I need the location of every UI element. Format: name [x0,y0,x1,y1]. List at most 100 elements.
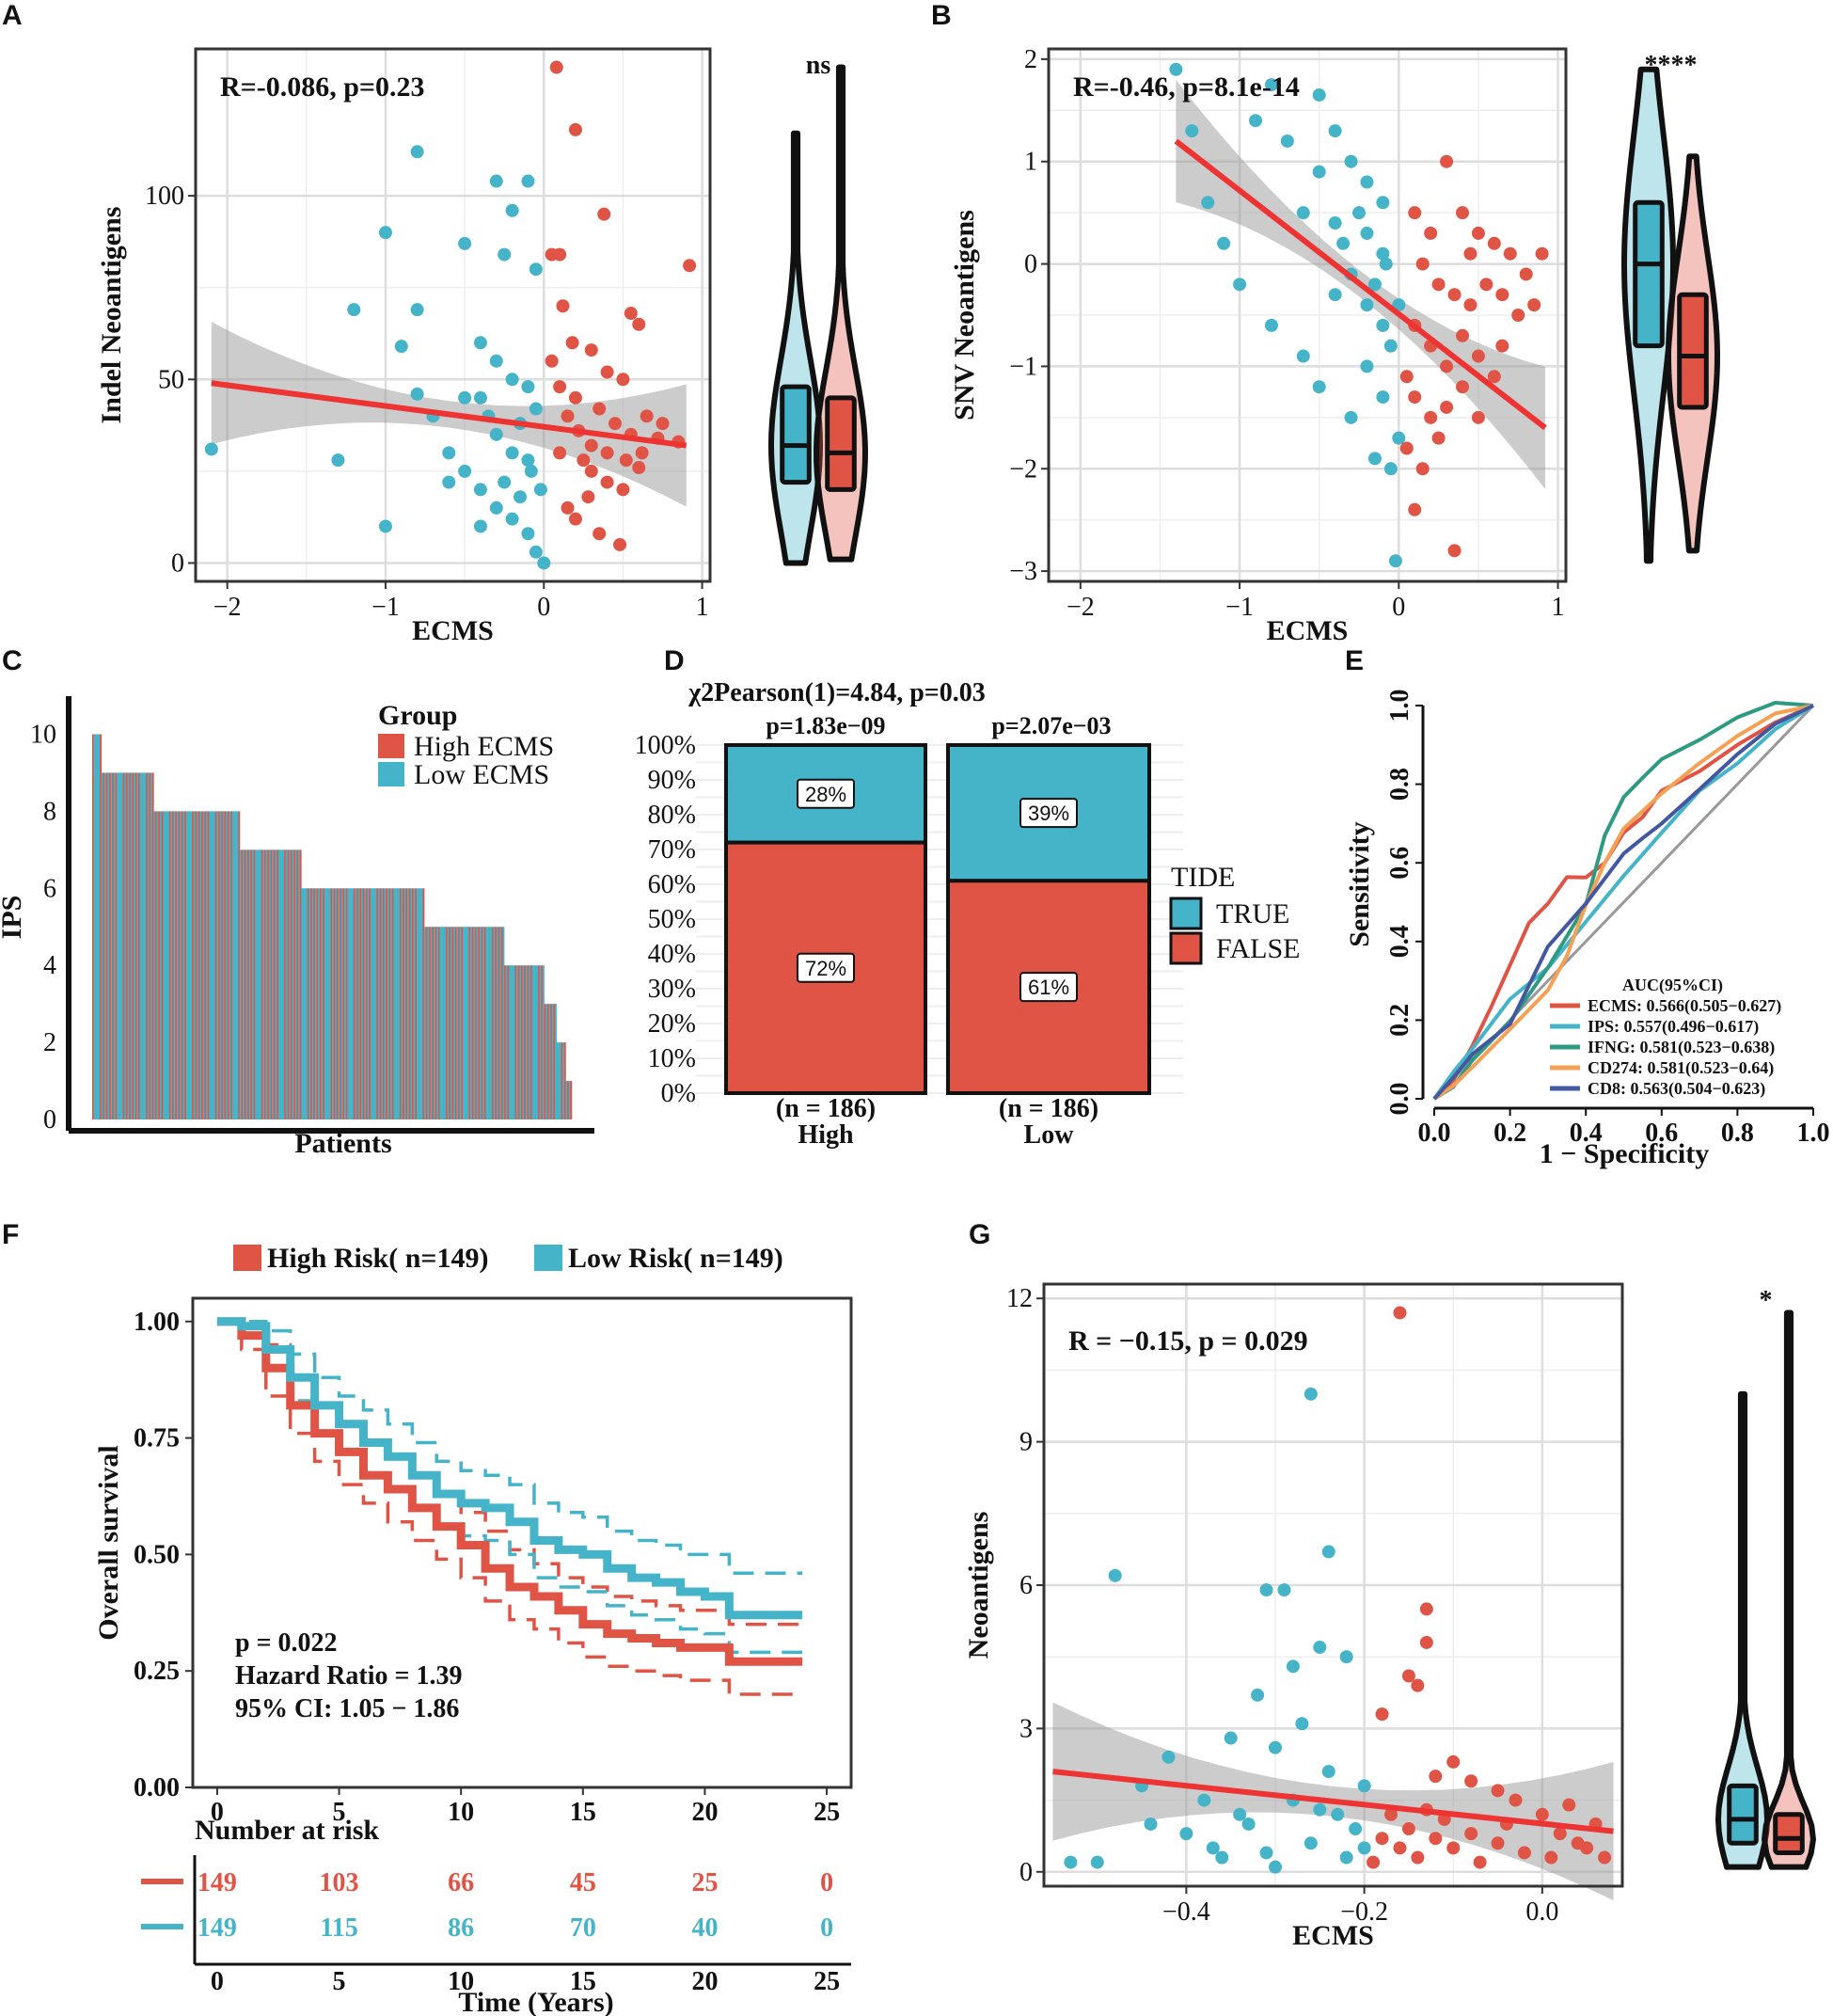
low-ecms-point [1312,87,1326,102]
y-tick-label: 0.50 [134,1540,180,1569]
patient-bar [430,927,433,1119]
low-ecms-point [1367,278,1382,292]
patient-bar [424,927,427,1119]
patient-bar [210,811,213,1119]
x-tick-label: 20 [691,1798,718,1827]
patient-bar [416,888,419,1119]
patient-bar [250,849,253,1119]
high-ecms-point [581,490,595,504]
patient-bar [398,888,401,1119]
patient-bar [371,888,374,1119]
high-ecms-point [1446,1754,1461,1769]
patient-bar [561,1042,563,1119]
patient-bar [364,888,367,1119]
patient-bar [193,811,196,1119]
regression-line [1174,138,1547,431]
y-tick-label: 4 [43,951,56,980]
high-ecms-point [1464,1774,1478,1788]
y-tick-label: 0.75 [134,1424,180,1453]
patient-bar [321,888,324,1119]
patient-bar [294,849,297,1119]
low-ecms-point [505,373,519,387]
legend-label-high: High Risk( n=149) [267,1243,488,1274]
regression-line [1052,1769,1614,1834]
patient-bar [410,888,413,1119]
y-tick-label: 9 [1019,1428,1033,1457]
high-ecms-point [616,483,630,497]
high-ecms-box [825,395,857,492]
patient-bar [553,1004,556,1119]
patient-bar [275,849,277,1119]
risk-count-high: 25 [691,1868,718,1897]
risk-count-low: 70 [570,1913,596,1943]
high-ecms-point [1429,1832,1443,1846]
low-ecms-point [1185,124,1199,138]
x-axis-title: Time (Years) [458,1987,613,2016]
low-ecms-point [331,453,345,468]
patient-bar [149,772,151,1119]
patient-bar [175,811,178,1119]
correlation-annotation: R=-0.46, p=8.1e-14 [1073,71,1300,103]
patient-bar [107,772,110,1119]
legend-title: Group [378,700,457,731]
patient-bar [369,888,371,1119]
patient-bar [262,849,265,1119]
patient-bar [350,888,353,1119]
category-label: High [798,1120,854,1150]
low-ecms-point [529,545,543,559]
roc-curve [1432,704,1814,1101]
x-axis-title: ECMS [412,615,494,646]
high-ecms-point [553,247,567,262]
x-tick-label: 1 [696,593,709,622]
patient-bar [527,965,529,1119]
patient-bar [492,927,494,1119]
patient-bar [425,927,428,1119]
patient-bar [340,888,343,1119]
patient-bar [205,811,208,1119]
panel-b-snv-neoantigens: −2 −1 0 1 −3 −2 −1 0 1 2 ECMS SNV Neoantigens R=-0.4… [949,45,1720,646]
high-ecms-point [1440,359,1454,373]
patient-bar [386,888,388,1119]
patient-bar [490,927,493,1119]
y-tick-label: 30% [648,975,696,1004]
low-ecms-box [1727,1783,1759,1846]
low-ecms-point [1376,318,1390,332]
low-ecms-point [1328,124,1342,138]
high-ecms-point [584,438,598,452]
patient-bar [550,1004,553,1119]
patient-bar [437,927,440,1119]
patient-bar [378,888,380,1119]
patient-bar [539,965,542,1119]
patient-bar [335,888,338,1119]
patient-bar [139,772,142,1119]
patient-bar [93,734,96,1119]
patient-bar [195,811,198,1119]
panel-label-a: A [2,0,23,31]
y-tick-label: 100% [635,731,696,760]
y-axis-title: Neoantigens [963,1512,994,1659]
low-ecms-point [1339,1650,1353,1664]
patient-bar [201,811,203,1119]
high-ecms-point [683,259,697,273]
patient-bar [531,965,534,1119]
patient-bar [436,927,439,1119]
low-ecms-point [498,247,512,262]
patient-bar [548,1004,551,1119]
risk-count-low: 0 [820,1913,833,1943]
y-tick-label: 0.4 [1385,925,1414,958]
x-tick-label: 1.0 [1797,1119,1830,1148]
patient-bar [428,927,431,1119]
patient-bar [420,888,423,1119]
x-tick-label: 0.0 [1418,1119,1451,1148]
high-ecms-box [1773,1812,1805,1855]
low-ecms-point [1313,1802,1327,1817]
low-ecms-point [394,340,408,354]
patient-bar [352,888,355,1119]
patient-bar [277,849,280,1119]
patient-bar [504,965,507,1119]
high-ecms-point [1463,298,1477,312]
patient-bar [158,811,161,1119]
patient-bar [279,849,282,1119]
patient-bar [449,927,451,1119]
y-tick-label: 2 [1024,45,1037,74]
